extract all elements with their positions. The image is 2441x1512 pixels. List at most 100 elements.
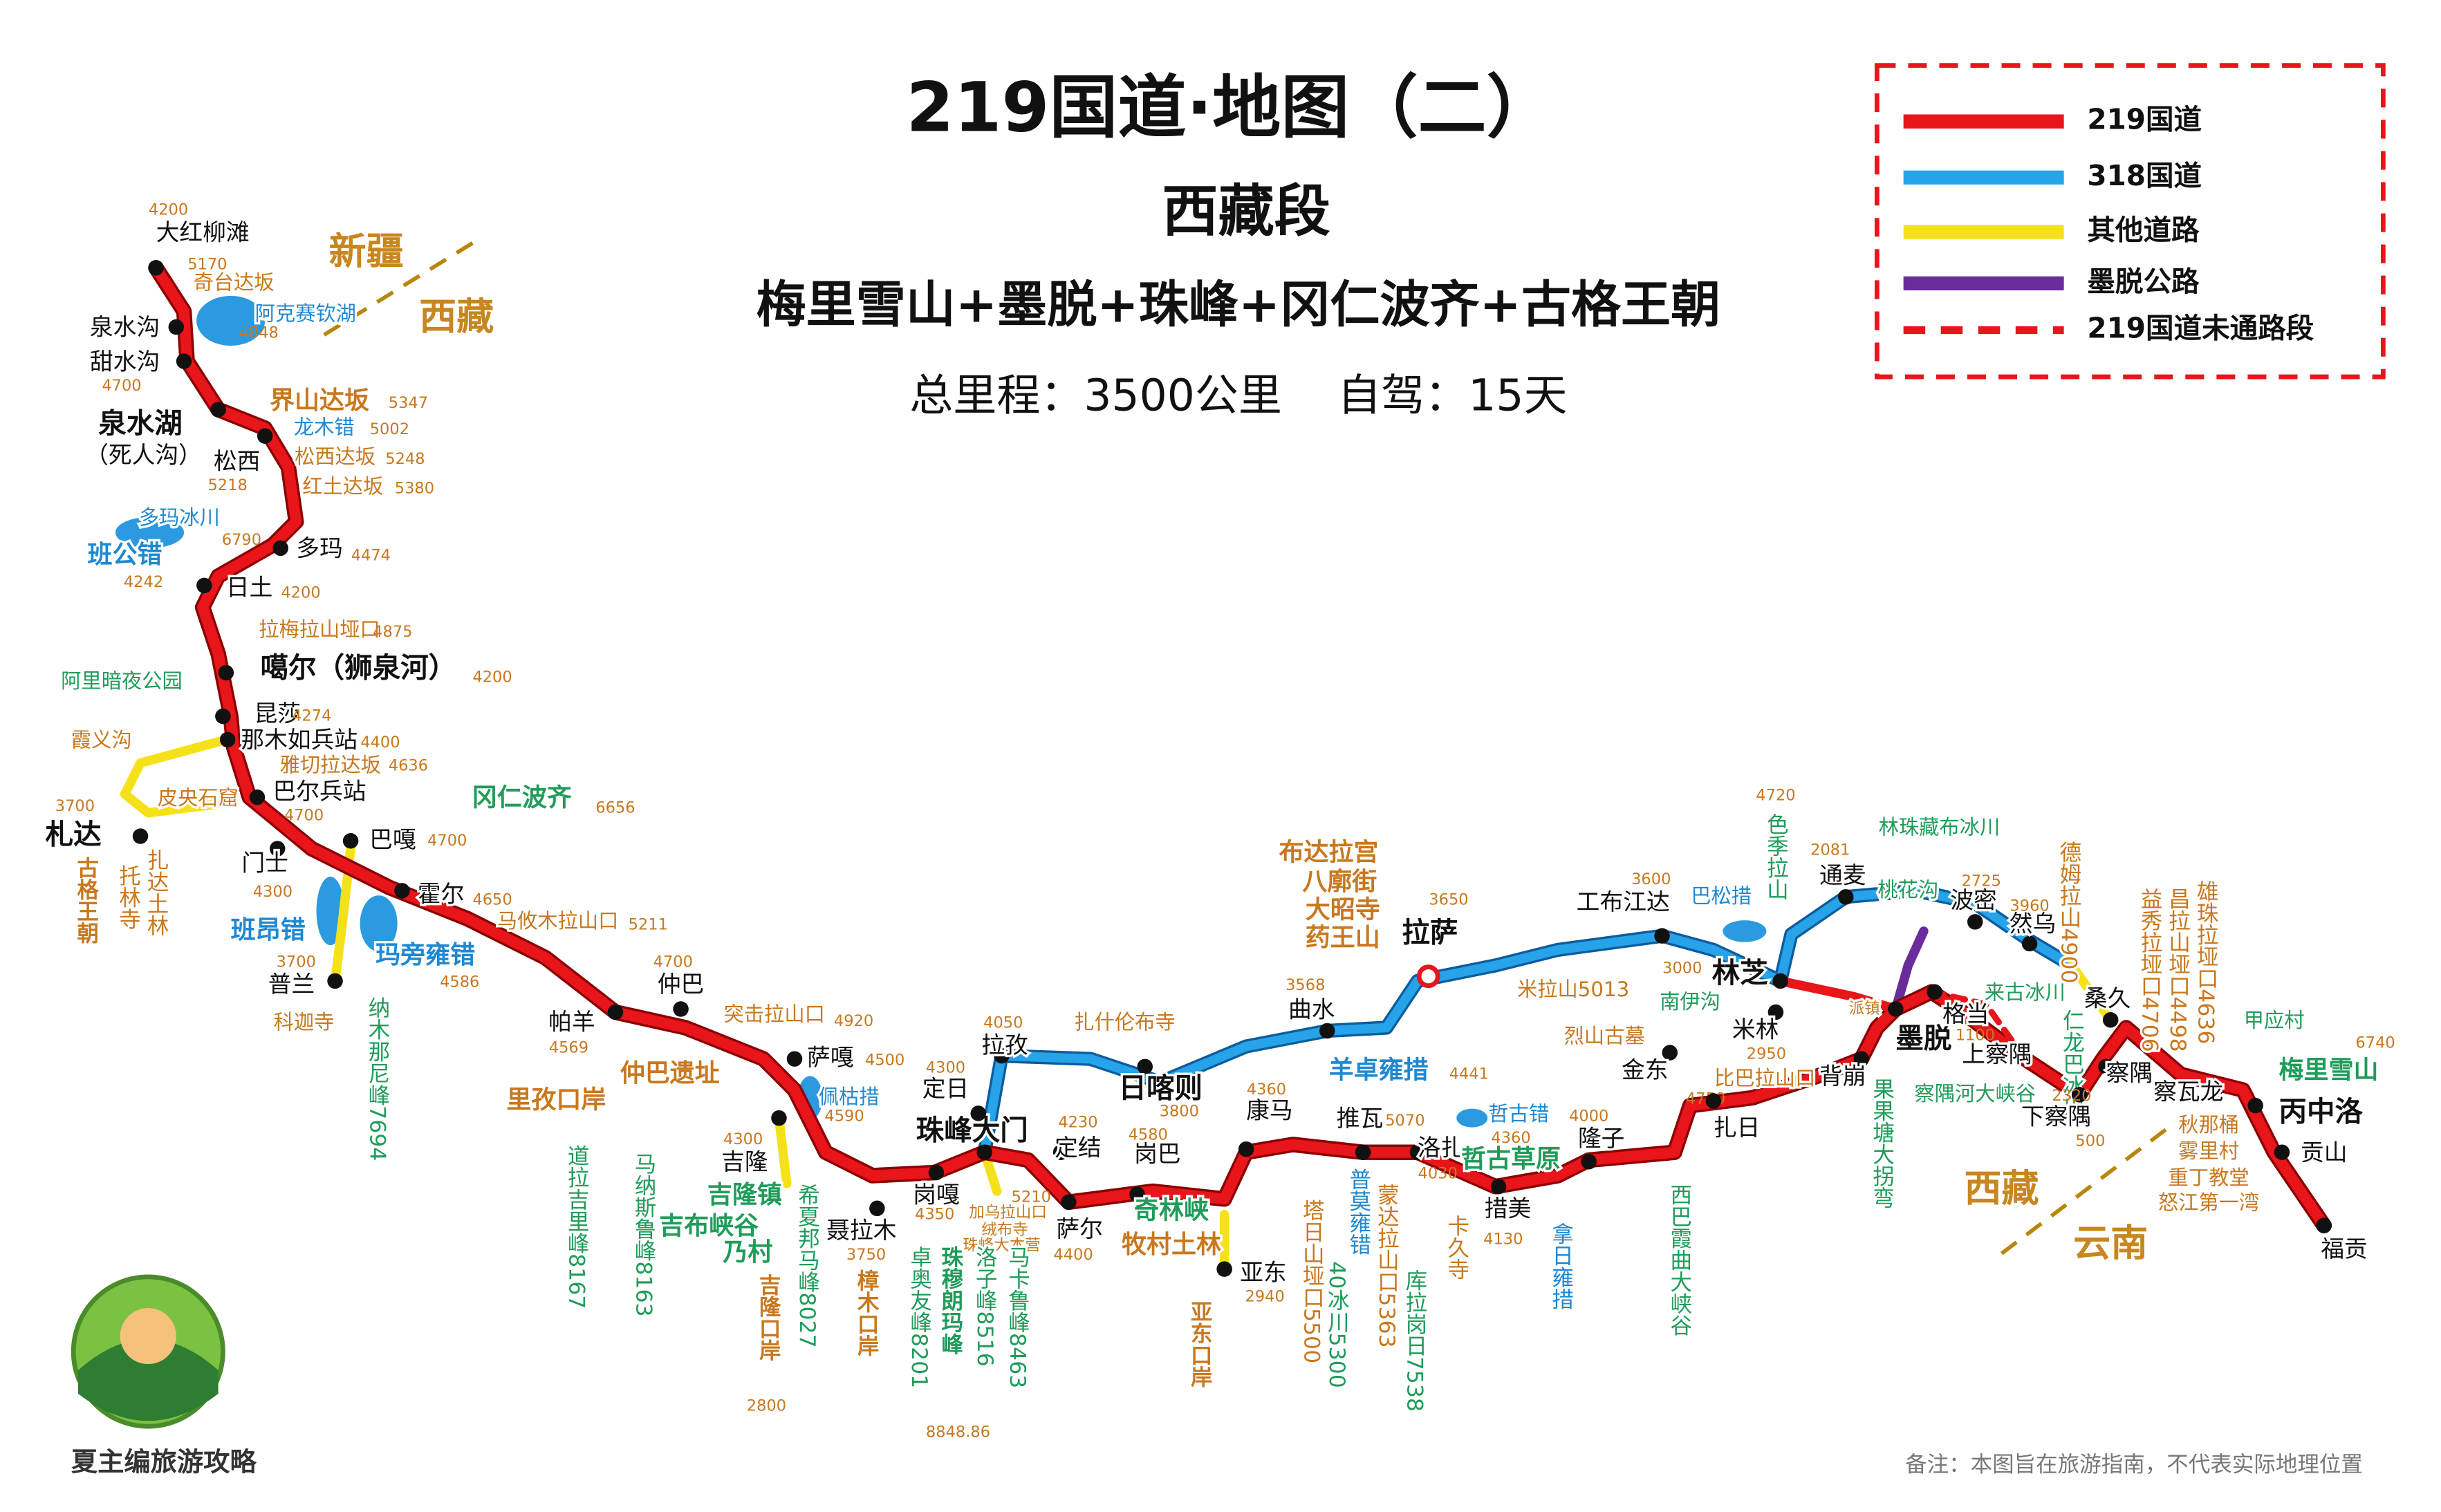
town-dot (1129, 1186, 1145, 1202)
road-318 (980, 886, 2077, 1157)
town-dot (1767, 1004, 1784, 1020)
place-label: 雅切拉达坂 (280, 754, 381, 777)
elevation-label: 4242 (124, 573, 163, 591)
elevation-label: 4920 (834, 1012, 873, 1030)
town-dot (196, 577, 212, 594)
logo-hill (77, 1338, 219, 1421)
elevation-label: 4474 (351, 547, 391, 565)
town-dot (1853, 1051, 1870, 1067)
town-dot (2071, 1087, 2088, 1103)
elevation-label: 5218 (207, 476, 247, 494)
elevation-label: 4000 (1569, 1107, 1608, 1125)
town-dot (970, 1105, 987, 1121)
place-label: 桃花沟 (1877, 878, 1938, 902)
place-label: 雄珠拉垭口4636 (2193, 879, 2219, 1044)
town-dot (257, 428, 273, 444)
place-label: 仲巴遗址 (620, 1059, 720, 1088)
place-label: 库拉岗日7538 (1402, 1269, 1427, 1412)
town-dot (869, 1200, 885, 1217)
place-label: 拉梅拉山垭口 (259, 618, 380, 642)
elevation-label: 4700 (102, 377, 141, 395)
town-dot (1705, 1093, 1722, 1109)
elevation-label: 2725 (1962, 872, 2001, 890)
place-label: 大昭寺 (1306, 896, 1380, 924)
place-label: 阿里暗夜公园 (61, 669, 183, 693)
elevation-label: 4200 (149, 201, 188, 219)
place-label: 福贡 (2321, 1235, 2368, 1262)
place-label: 珠峰大本营 (963, 1236, 1041, 1254)
place-label: 昆莎 (254, 700, 301, 727)
place-label: 松西 (214, 447, 261, 474)
elevation-label: 4350 (915, 1205, 954, 1223)
place-label: 甲应村 (2244, 1009, 2305, 1032)
place-label: 红土达坂 (302, 474, 383, 498)
place-label: 门士 (241, 850, 288, 877)
town-dot (1216, 1261, 1232, 1277)
place-label: 桑久 (2084, 984, 2131, 1011)
elevation-label: 3960 (2010, 897, 2049, 915)
town-dot (249, 789, 266, 805)
elevation-label: 4200 (281, 584, 320, 602)
title: 219国道·地图（二） (907, 68, 1555, 148)
elevation-label: 4700 (284, 807, 324, 825)
town-dot (342, 832, 359, 849)
town-dot (1052, 1144, 1069, 1160)
place-label: 帕羊 (548, 1008, 595, 1035)
elevation-label: 4700 (653, 953, 693, 971)
town-dot (394, 883, 410, 899)
place-label: 吉隆口岸 (756, 1273, 781, 1361)
place-label: 然乌 (2010, 910, 2057, 937)
place-label: 岗巴 (1134, 1141, 1181, 1168)
place-label: （死人沟） (85, 441, 202, 468)
place-label: 措美 (1485, 1195, 1532, 1222)
elevation-label: 4230 (1058, 1113, 1097, 1131)
elevation-label: 4274 (292, 707, 331, 725)
other-road (120, 735, 239, 818)
place-label: 多玛 (296, 535, 343, 562)
place-label: 南伊沟 (1660, 990, 1720, 1014)
town-dot (2102, 1012, 2119, 1028)
elevation-label: 4720 (1756, 786, 1795, 804)
elevation-label: 4848 (239, 324, 279, 342)
elevation-label: 3700 (277, 953, 316, 971)
town-dot (607, 1004, 624, 1020)
place-label: 林芝 (1712, 956, 1769, 989)
place-label: 卓奥友峰8201 (907, 1246, 931, 1388)
place-label: 推瓦 (1337, 1105, 1384, 1132)
town-dot (786, 1051, 803, 1067)
place-label: 班昂错 (231, 916, 306, 944)
place-label: 梅里雪山 (2278, 1056, 2378, 1085)
place-label: 金东 (1622, 1056, 1669, 1083)
place-label: 希夏邦马峰8027 (795, 1184, 819, 1348)
place-label: 定结 (1055, 1135, 1102, 1161)
place-label: 来古冰川 (1985, 980, 2066, 1004)
place-label: 甜水沟 (90, 348, 160, 375)
place-label: 阿克赛钦湖 (255, 301, 356, 325)
places: 大红柳滩4200奇台达坂5170阿克赛钦湖4848泉水沟甜水沟4700泉水湖（死… (43, 201, 2395, 1441)
place-label: 吉隆镇 (707, 1181, 782, 1209)
logo-text: 夏主编旅游攻略 (71, 1447, 257, 1478)
place-label: 扎日 (1714, 1114, 1761, 1141)
highlights: 梅里雪山+墨脱+珠峰+冈仁波齐+古格王朝 (757, 275, 1721, 333)
road-219-unfinished (1928, 989, 2028, 1063)
town-dot (976, 1144, 993, 1160)
place-label: 拉萨 (1402, 915, 1458, 949)
place-label: 霞义沟 (71, 729, 132, 752)
elevation-label: 4636 (389, 757, 428, 775)
town-dot (215, 708, 231, 725)
place-label: 察瓦龙 (2153, 1079, 2223, 1105)
place-label: 下察隅 (2021, 1103, 2091, 1130)
place-label: 日喀则 (1118, 1072, 1203, 1105)
elevation-label: 3650 (1429, 890, 1468, 908)
elevation-label: 5002 (370, 420, 409, 438)
elevation-label: 4569 (549, 1038, 588, 1056)
town-dot (1238, 1141, 1254, 1157)
elevation-label: 5211 (629, 915, 668, 933)
elevation-label: 500 (2075, 1132, 2105, 1150)
place-label: 秋那桶 (2178, 1113, 2239, 1137)
elevation-label: 3568 (1286, 976, 1325, 994)
place-label: 羊卓雍措 (1329, 1056, 1429, 1085)
place-label: 松西达坂 (295, 445, 375, 469)
place-label: 曲水 (1288, 996, 1335, 1023)
place-label: 派镇 (1849, 1000, 1880, 1018)
